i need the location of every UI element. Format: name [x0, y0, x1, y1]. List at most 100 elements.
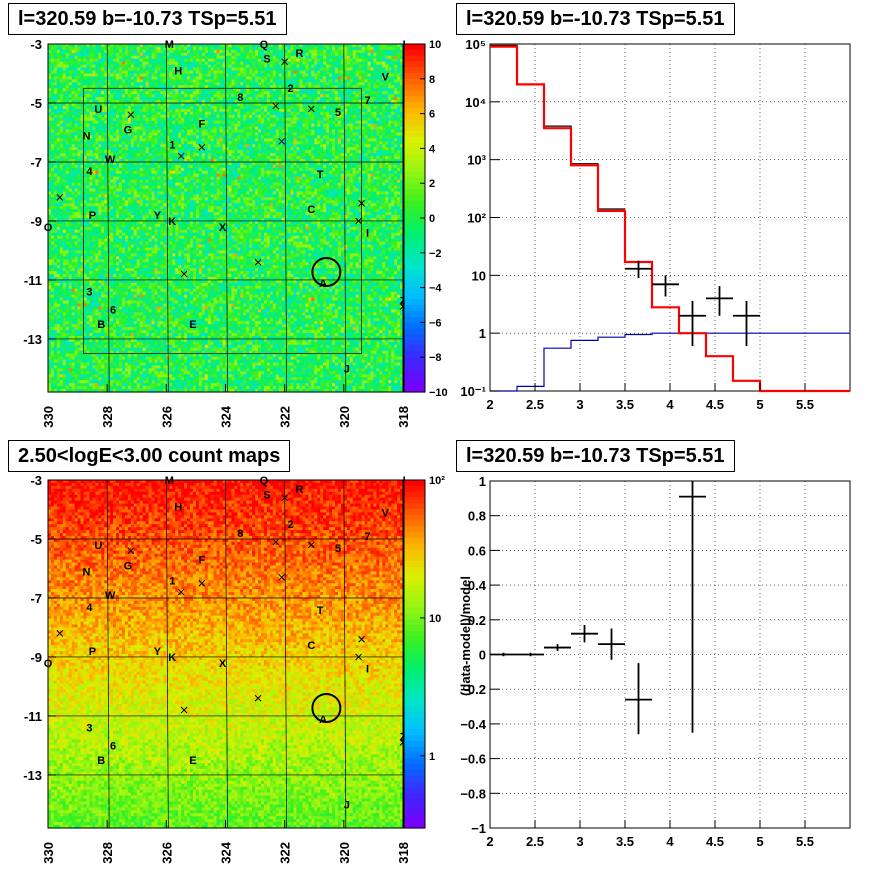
- y-tick-label: 10⁻¹: [460, 384, 486, 399]
- colorbar-swatch: [404, 625, 425, 632]
- source-label: P: [89, 210, 96, 222]
- colorbar-swatch: [404, 363, 425, 370]
- x-tick-label: 324: [219, 405, 234, 427]
- x-tick-label: 3.5: [616, 834, 634, 849]
- colorbar-swatch: [404, 514, 425, 522]
- source-label: J: [344, 363, 350, 375]
- colorbar-swatch: [404, 735, 425, 742]
- source-label: C: [307, 204, 315, 216]
- colorbar-label: −4: [429, 283, 442, 295]
- count-map-chart: MLQSRHV287U5FGN1W4TCPYKXIOA36ZBEJ3303283…: [23, 473, 445, 864]
- colorbar-swatch: [404, 561, 425, 568]
- x-tick-label: 2.5: [526, 834, 544, 849]
- x-tick-label: 324: [219, 841, 234, 863]
- source-label: M: [165, 475, 174, 487]
- source-label: U: [94, 104, 102, 116]
- colorbar-swatch: [404, 44, 425, 51]
- colorbar-swatch: [404, 770, 425, 777]
- source-label: 6: [110, 740, 116, 752]
- colorbar-swatch: [404, 223, 425, 231]
- source-label: Q: [260, 475, 269, 487]
- source-cross: [254, 694, 262, 702]
- data-point: [679, 481, 706, 733]
- colorbar-swatch: [404, 491, 425, 498]
- source-label: K: [168, 216, 176, 228]
- source-label: K: [168, 652, 176, 664]
- x-tick-label: 4.5: [706, 397, 724, 412]
- x-tick-label: 5: [756, 397, 763, 412]
- x-tick-label: 326: [159, 842, 174, 864]
- colorbar-swatch: [404, 374, 425, 381]
- y-tick-label: -3: [30, 37, 42, 52]
- source-label: H: [174, 66, 182, 78]
- source-label: 5: [335, 107, 341, 119]
- colorbar-swatch: [404, 113, 425, 120]
- x-tick-label: 330: [41, 406, 56, 428]
- source-cross: [198, 143, 206, 151]
- y-tick-label: 0.6: [468, 543, 486, 558]
- colorbar-swatch: [404, 305, 425, 312]
- source-label: Z: [400, 296, 407, 308]
- y-tick-label: 10³: [467, 153, 486, 168]
- y-tick-label: 10: [472, 268, 486, 283]
- colorbar-swatch: [404, 276, 425, 283]
- x-tick-label: 318: [396, 842, 411, 864]
- source-label: 2: [288, 519, 294, 531]
- source-cross: [180, 706, 188, 714]
- colorbar-swatch: [404, 526, 425, 533]
- colorbar-swatch: [404, 258, 425, 265]
- data-point: [652, 275, 679, 297]
- x-tick-label: 2: [486, 397, 493, 412]
- source-cross: [254, 258, 262, 266]
- y-tick-label: 0.2: [468, 613, 486, 628]
- source-label: 4: [86, 166, 93, 178]
- y-tick-label: 10⁵: [465, 37, 486, 52]
- source-label: T: [317, 605, 324, 617]
- colorbar-swatch: [404, 654, 425, 661]
- colorbar-label: −10: [429, 387, 448, 399]
- colorbar-swatch: [404, 310, 425, 318]
- source-label: A: [319, 278, 327, 290]
- colorbar-swatch: [404, 485, 425, 493]
- source-label: M: [165, 39, 174, 51]
- grid: [490, 481, 850, 828]
- x-tick-label: 4: [666, 834, 674, 849]
- colorbar-swatch: [404, 142, 425, 149]
- colorbar-swatch: [404, 746, 425, 754]
- source-label: T: [317, 169, 324, 181]
- source-cross: [272, 538, 280, 546]
- colorbar-swatch: [404, 73, 425, 80]
- source-cross: [127, 111, 135, 119]
- source-label: G: [124, 561, 133, 573]
- source-label: C: [307, 640, 315, 652]
- map-grid-lon: [165, 479, 169, 829]
- ts-map-panel: MLQSRHV287U5FGN1W4TCPYKXIOA36ZBEJ3303283…: [0, 0, 448, 436]
- colorbar-label: 8: [429, 74, 435, 86]
- y-tick-label: −0.4: [460, 717, 486, 732]
- colorbar-swatch: [404, 578, 425, 585]
- y-tick-label: −0.8: [460, 786, 486, 801]
- colorbar-swatch: [404, 480, 425, 487]
- source-cross: [198, 579, 206, 587]
- map-grid-lon: [225, 43, 228, 393]
- source-label: Q: [260, 39, 269, 51]
- source-cross: [281, 58, 289, 66]
- colorbar-label: 1: [429, 751, 435, 763]
- colorbar-swatch: [404, 351, 425, 358]
- colorbar-swatch: [404, 503, 425, 510]
- colorbar-swatch: [404, 247, 425, 254]
- y-tick-label: -5: [30, 532, 42, 547]
- map-grid: [48, 479, 403, 829]
- colorbar-swatch: [404, 328, 425, 335]
- colorbar-swatch: [404, 380, 425, 387]
- colorbar-swatch: [404, 549, 425, 556]
- source-label: 5: [335, 543, 341, 555]
- x-tick-label: 4: [666, 397, 674, 412]
- count-map-title: 2.50<logE<3.00 count maps: [8, 440, 291, 472]
- source-label: F: [198, 119, 205, 131]
- data-point: [706, 286, 733, 316]
- source-label: Z: [400, 732, 407, 744]
- source-label: N: [82, 130, 90, 142]
- colorbar-swatch: [404, 717, 425, 725]
- source-cross: [281, 494, 289, 502]
